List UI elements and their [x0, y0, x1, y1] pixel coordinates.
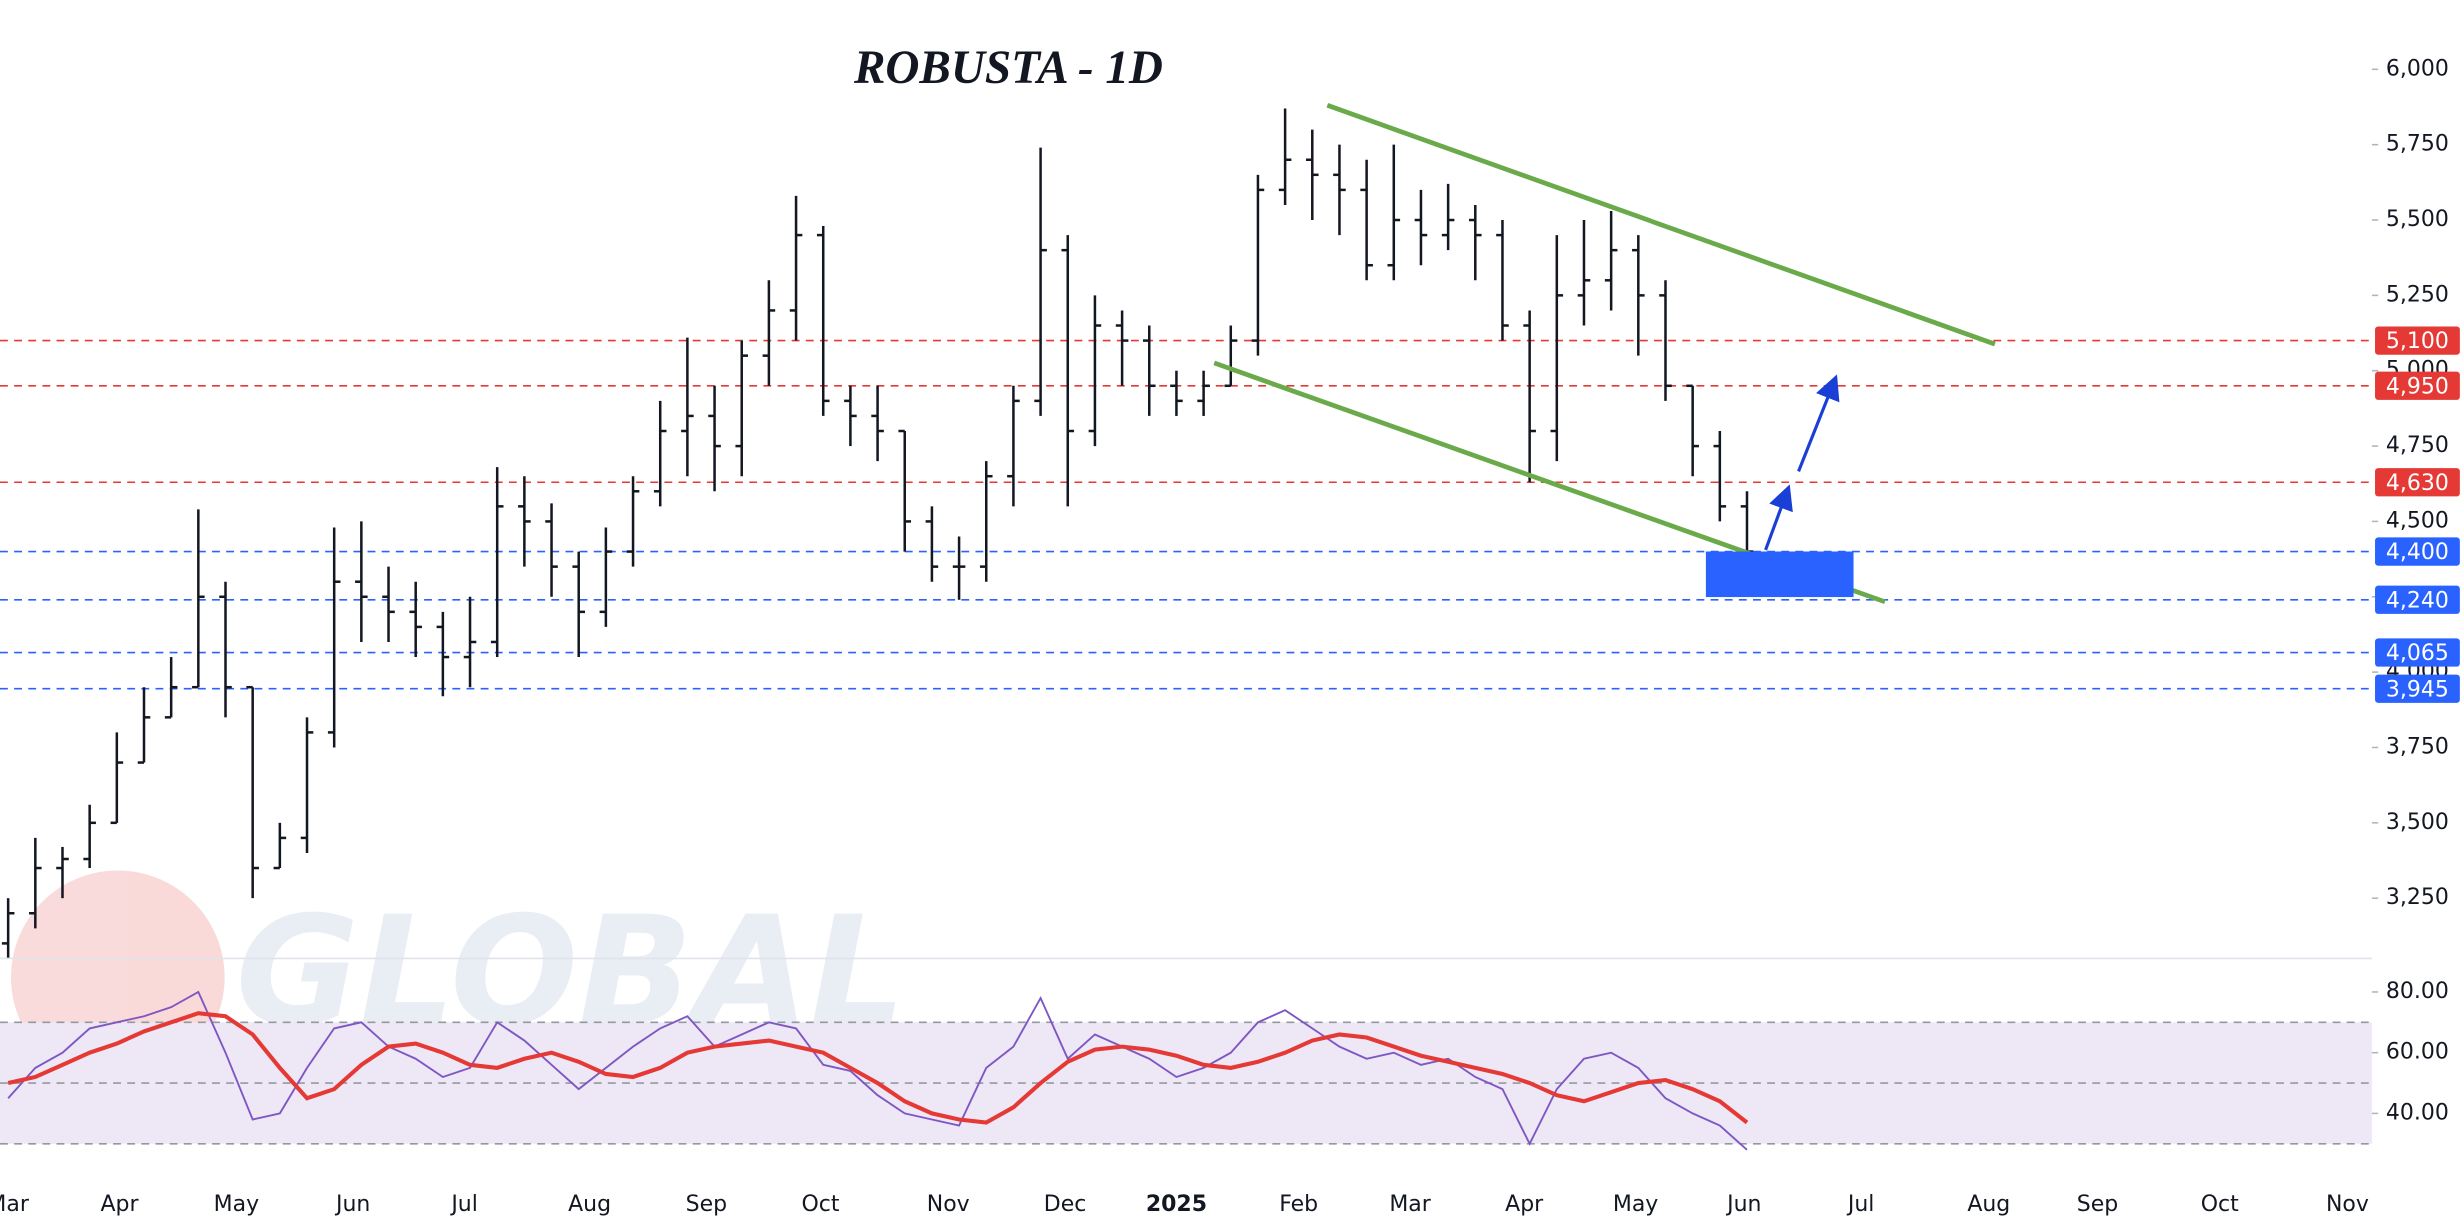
y-tick-label: 3,500	[2386, 810, 2449, 835]
arrow	[1764, 484, 1793, 551]
x-tick-label: Aug	[1967, 1192, 2010, 1217]
x-tick-label: Jun	[1725, 1192, 1761, 1217]
x-tick-label: Sep	[686, 1192, 727, 1217]
x-tick-label: Oct	[2201, 1192, 2239, 1217]
y-tick-label: 4,500	[2386, 508, 2449, 533]
x-tick-label: May	[1613, 1192, 1658, 1217]
level-label: 4,065	[2386, 641, 2449, 666]
x-tick-label: Apr	[101, 1192, 140, 1217]
x-tick-label: 2025	[1146, 1192, 1207, 1217]
x-tick-label: Apr	[1505, 1192, 1544, 1217]
rsi-band	[0, 1022, 2372, 1144]
x-tick-label: Dec	[1044, 1192, 1087, 1217]
support-zone	[1705, 551, 1854, 598]
y-tick-label: 6,000	[2386, 56, 2449, 81]
arrow	[1797, 374, 1840, 472]
trend-line	[1326, 103, 1996, 347]
x-tick-label: Feb	[1279, 1192, 1318, 1217]
rsi-line	[7, 1011, 1749, 1125]
x-tick-label: Jul	[1846, 1192, 1875, 1217]
level-badge	[2375, 585, 2460, 614]
chart-title: ROBUSTA - 1D	[853, 42, 1163, 94]
level-badge	[2375, 326, 2460, 355]
level-badge	[2375, 537, 2460, 566]
level-label: 3,945	[2386, 677, 2449, 702]
y-tick-label: 40.00	[2386, 1100, 2449, 1125]
level-badge	[2375, 371, 2460, 400]
x-tick-label: Aug	[568, 1192, 611, 1217]
level-label: 4,950	[2386, 374, 2449, 399]
y-tick-label: 3,750	[2386, 734, 2449, 759]
x-tick-label: Jun	[334, 1192, 370, 1217]
level-badge	[2375, 638, 2460, 667]
y-tick-label: 5,500	[2386, 207, 2449, 232]
y-tick-label: 3,250	[2386, 885, 2449, 910]
y-tick-label: 5,750	[2386, 132, 2449, 157]
y-tick-label: 60.00	[2386, 1040, 2449, 1065]
x-tick-label: Nov	[927, 1192, 970, 1217]
x-tick-label: Jul	[449, 1192, 478, 1217]
x-tick-label: Mar	[1389, 1192, 1431, 1217]
level-label: 4,240	[2386, 588, 2449, 613]
level-label: 4,400	[2386, 540, 2449, 565]
x-tick-label: Mar	[0, 1192, 30, 1217]
level-badge	[2375, 674, 2460, 703]
y-tick-label: 80.00	[2386, 979, 2449, 1004]
x-tick-label: Nov	[2326, 1192, 2369, 1217]
level-label: 5,100	[2386, 329, 2449, 354]
level-badge	[2375, 468, 2460, 497]
x-tick-label: Sep	[2077, 1192, 2118, 1217]
x-tick-label: Oct	[802, 1192, 840, 1217]
level-label: 4,630	[2386, 471, 2449, 496]
y-tick-label: 5,250	[2386, 282, 2449, 307]
y-tick-label: 4,750	[2386, 433, 2449, 458]
x-tick-label: May	[214, 1192, 259, 1217]
